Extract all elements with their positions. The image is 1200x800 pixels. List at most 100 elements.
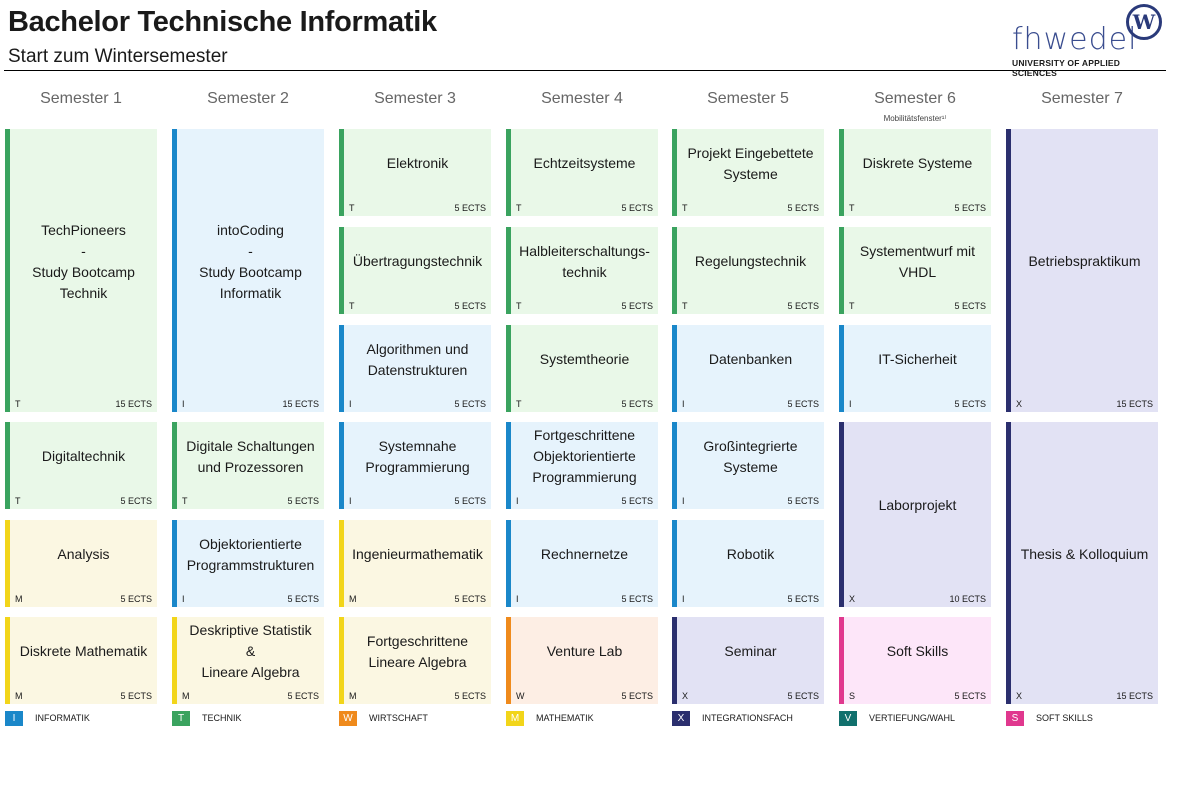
legend-swatch: I bbox=[5, 711, 23, 726]
module-category: T bbox=[682, 203, 688, 213]
semester-header: Semester 5 bbox=[707, 90, 789, 107]
module-card[interactable]: Analysis M 5 ECTS bbox=[5, 520, 157, 607]
module-card[interactable]: Digitaltechnik T 5 ECTS bbox=[5, 422, 157, 509]
semester-header: Semester 7 bbox=[1041, 90, 1123, 107]
module-name: Ingenieurmathematik bbox=[352, 546, 483, 562]
module-category: T bbox=[15, 496, 21, 506]
module-card[interactable]: Diskrete Mathematik M 5 ECTS bbox=[5, 617, 157, 704]
module-card[interactable]: Thesis & Kolloquium X 15 ECTS bbox=[1006, 422, 1158, 704]
module-card[interactable]: Digitale Schaltungen und Prozessoren T 5 E… bbox=[172, 422, 324, 509]
module-category: T bbox=[349, 301, 355, 311]
semester-header: Semester 4 bbox=[541, 90, 623, 107]
module-ects: 5 ECTS bbox=[287, 594, 319, 604]
module-category: T bbox=[682, 301, 688, 311]
module-ects: 5 ECTS bbox=[787, 691, 819, 701]
module-category: I bbox=[516, 594, 519, 604]
module-card[interactable]: Großintegrierte Systeme I 5 ECTS bbox=[672, 422, 824, 509]
module-ects: 5 ECTS bbox=[287, 496, 319, 506]
legend-label: INTEGRATIONSFACH bbox=[702, 713, 793, 723]
module-card[interactable]: Robotik I 5 ECTS bbox=[672, 520, 824, 607]
module-ects: 15 ECTS bbox=[282, 399, 319, 409]
module-category: T bbox=[516, 399, 522, 409]
module-card[interactable]: Algorithmen und Datenstrukturen I 5 ECTS bbox=[339, 325, 491, 412]
module-card[interactable]: Systemnahe Programmierung I 5 ECTS bbox=[339, 422, 491, 509]
legend-label: TECHNIK bbox=[202, 713, 242, 723]
module-ects: 5 ECTS bbox=[454, 691, 486, 701]
module-card[interactable]: Halbleiterschaltungs- technik T 5 ECTS bbox=[506, 227, 658, 314]
module-name: Betriebspraktikum bbox=[1028, 253, 1141, 269]
module-ects: 15 ECTS bbox=[1116, 691, 1153, 701]
module-name: Echtzeitsysteme bbox=[533, 155, 636, 171]
module-card[interactable]: IT-Sicherheit I 5 ECTS bbox=[839, 325, 991, 412]
module-name: Systementwurf mit VHDL bbox=[859, 242, 976, 280]
module-category: X bbox=[1016, 399, 1023, 409]
module-card[interactable]: Regelungstechnik T 5 ECTS bbox=[672, 227, 824, 314]
module-category: X bbox=[849, 594, 856, 604]
module-card[interactable]: Seminar X 5 ECTS bbox=[672, 617, 824, 704]
module-card[interactable]: Fortgeschrittene Objektorientierte Progr… bbox=[506, 422, 658, 509]
module-card[interactable]: Fortgeschrittene Lineare Algebra M 5 ECTS bbox=[339, 617, 491, 704]
module-name: Digitale Schaltungen und Prozessoren bbox=[186, 437, 315, 475]
module-card[interactable]: Rechnernetze I 5 ECTS bbox=[506, 520, 658, 607]
module-card[interactable]: Systemtheorie T 5 ECTS bbox=[506, 325, 658, 412]
module-ects: 5 ECTS bbox=[454, 301, 486, 311]
module-card[interactable]: Soft Skills S 5 ECTS bbox=[839, 617, 991, 704]
module-card[interactable]: Elektronik T 5 ECTS bbox=[339, 129, 491, 216]
module-category: I bbox=[182, 594, 185, 604]
module-category: T bbox=[849, 301, 855, 311]
module-ects: 5 ECTS bbox=[621, 399, 653, 409]
module-category: M bbox=[15, 594, 23, 604]
module-card[interactable]: Diskrete Systeme T 5 ECTS bbox=[839, 129, 991, 216]
module-ects: 5 ECTS bbox=[120, 594, 152, 604]
module-ects: 5 ECTS bbox=[787, 399, 819, 409]
module-name: Projekt Eingebettete Systeme bbox=[687, 144, 814, 182]
module-name: Halbleiterschaltungs- technik bbox=[519, 242, 650, 280]
module-category: T bbox=[516, 301, 522, 311]
module-card[interactable]: Deskriptive Statistik & Lineare Algebra M… bbox=[172, 617, 324, 704]
module-ects: 5 ECTS bbox=[621, 691, 653, 701]
module-name: Systemnahe Programmierung bbox=[365, 437, 470, 475]
module-category: X bbox=[1016, 691, 1023, 701]
module-card[interactable]: Systementwurf mit VHDL T 5 ECTS bbox=[839, 227, 991, 314]
module-name: Regelungstechnik bbox=[694, 253, 807, 269]
module-name: Analysis bbox=[57, 546, 110, 562]
module-category: M bbox=[349, 594, 357, 604]
fh-wedel-logo: fhwedel W UNIVERSITY OF APPLIED SCIENCES bbox=[1010, 4, 1166, 78]
legend-label: INFORMATIK bbox=[35, 713, 90, 723]
module-card[interactable]: TechPioneers - Study Bootcamp Technik T 15… bbox=[5, 129, 157, 412]
module-card[interactable]: intoCoding - Study Bootcamp Informatik I 1… bbox=[172, 129, 324, 412]
module-card[interactable]: Objektorientierte Programmstrukturen I 5 E… bbox=[172, 520, 324, 607]
module-card[interactable]: Echtzeitsysteme T 5 ECTS bbox=[506, 129, 658, 216]
legend-label: MATHEMATIK bbox=[536, 713, 594, 723]
legend-swatch: W bbox=[339, 711, 357, 726]
module-ects: 5 ECTS bbox=[954, 399, 986, 409]
module-card[interactable]: Laborprojekt X 10 ECTS bbox=[839, 422, 991, 607]
module-card[interactable]: Projekt Eingebettete Systeme T 5 ECTS bbox=[672, 129, 824, 216]
module-ects: 5 ECTS bbox=[454, 399, 486, 409]
module-name: Fortgeschrittene Objektorientierte Progr… bbox=[532, 427, 637, 485]
module-name: Robotik bbox=[726, 546, 775, 562]
module-ects: 15 ECTS bbox=[115, 399, 152, 409]
logo-badge-icon: W bbox=[1126, 4, 1162, 40]
module-ects: 5 ECTS bbox=[787, 301, 819, 311]
module-card[interactable]: Ingenieurmathematik M 5 ECTS bbox=[339, 520, 491, 607]
module-ects: 5 ECTS bbox=[787, 496, 819, 506]
module-ects: 5 ECTS bbox=[287, 691, 319, 701]
module-category: I bbox=[682, 496, 685, 506]
module-card[interactable]: Datenbanken I 5 ECTS bbox=[672, 325, 824, 412]
module-category: T bbox=[349, 203, 355, 213]
module-name: Übertragungstechnik bbox=[352, 253, 483, 269]
module-card[interactable]: Betriebspraktikum X 15 ECTS bbox=[1006, 129, 1158, 412]
module-category: I bbox=[682, 594, 685, 604]
module-card[interactable]: Venture Lab W 5 ECTS bbox=[506, 617, 658, 704]
legend-swatch: V bbox=[839, 711, 857, 726]
module-card[interactable]: Übertragungstechnik T 5 ECTS bbox=[339, 227, 491, 314]
module-ects: 5 ECTS bbox=[120, 691, 152, 701]
module-name: Algorithmen und Datenstrukturen bbox=[366, 340, 469, 378]
module-name: Diskrete Mathematik bbox=[19, 643, 148, 659]
legend-label: SOFT SKILLS bbox=[1036, 713, 1093, 723]
module-category: I bbox=[849, 399, 852, 409]
module-ects: 5 ECTS bbox=[621, 301, 653, 311]
module-name: Deskriptive Statistik & Lineare Algebra bbox=[189, 622, 312, 680]
module-name: Seminar bbox=[724, 643, 777, 659]
